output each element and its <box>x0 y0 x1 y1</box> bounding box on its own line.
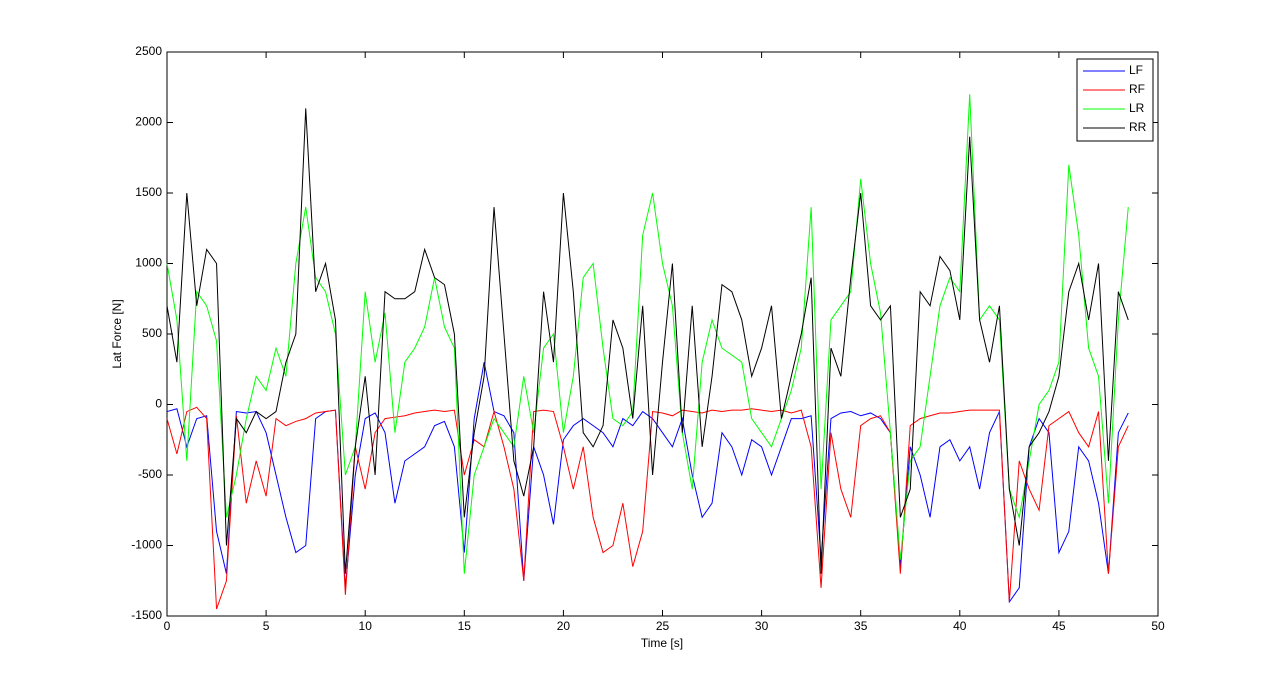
series-line <box>166 108 1129 574</box>
y-tick-label: -1500 <box>131 608 162 622</box>
x-tick-label: 5 <box>263 619 270 633</box>
legend-label: RF <box>1129 82 1145 96</box>
x-tick-label: 30 <box>755 619 769 633</box>
x-tick-label: 40 <box>953 619 967 633</box>
y-tick-label: 1500 <box>135 185 162 199</box>
legend-label: RR <box>1129 120 1147 134</box>
legend-label: LF <box>1129 63 1143 77</box>
y-axis-label: Lat Force [N] <box>110 299 124 368</box>
x-tick-label: 25 <box>656 619 670 633</box>
x-tick-label: 0 <box>164 619 171 633</box>
y-tick-label: 2500 <box>135 44 162 58</box>
x-tick-label: 20 <box>557 619 571 633</box>
plot-area <box>166 51 1159 617</box>
y-tick-label: 500 <box>142 326 162 340</box>
y-tick-label: 0 <box>155 397 162 411</box>
x-tick-label: 10 <box>359 619 373 633</box>
series-line <box>166 406 1129 610</box>
legend-label: LR <box>1129 101 1145 115</box>
y-tick-label: 2000 <box>135 115 162 129</box>
x-axis-label: Time [s] <box>641 636 683 650</box>
x-tick-label: 50 <box>1151 619 1165 633</box>
y-tick-label: -1000 <box>131 538 162 552</box>
legend: LF RF LR RR <box>1076 58 1154 142</box>
legend-box <box>1076 58 1154 142</box>
x-tick-label: 45 <box>1052 619 1066 633</box>
x-tick-label: 35 <box>854 619 868 633</box>
y-tick-label: 1000 <box>135 256 162 270</box>
series-line <box>166 94 1129 574</box>
x-tick-label: 15 <box>458 619 472 633</box>
y-tick-label: -500 <box>138 467 162 481</box>
